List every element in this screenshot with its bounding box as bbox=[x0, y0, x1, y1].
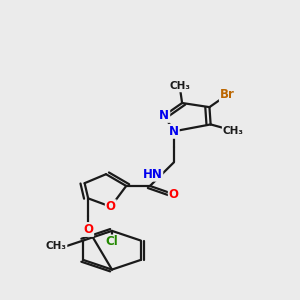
Text: O: O bbox=[169, 188, 179, 201]
Text: Br: Br bbox=[220, 88, 235, 101]
Text: CH₃: CH₃ bbox=[223, 126, 244, 136]
Text: O: O bbox=[106, 200, 116, 213]
Text: CH₃: CH₃ bbox=[46, 241, 67, 251]
Text: Cl: Cl bbox=[106, 236, 118, 248]
Text: HN: HN bbox=[142, 168, 162, 181]
Text: N: N bbox=[169, 125, 179, 138]
Text: O: O bbox=[83, 223, 93, 236]
Text: N: N bbox=[159, 109, 169, 122]
Text: CH₃: CH₃ bbox=[169, 81, 190, 92]
